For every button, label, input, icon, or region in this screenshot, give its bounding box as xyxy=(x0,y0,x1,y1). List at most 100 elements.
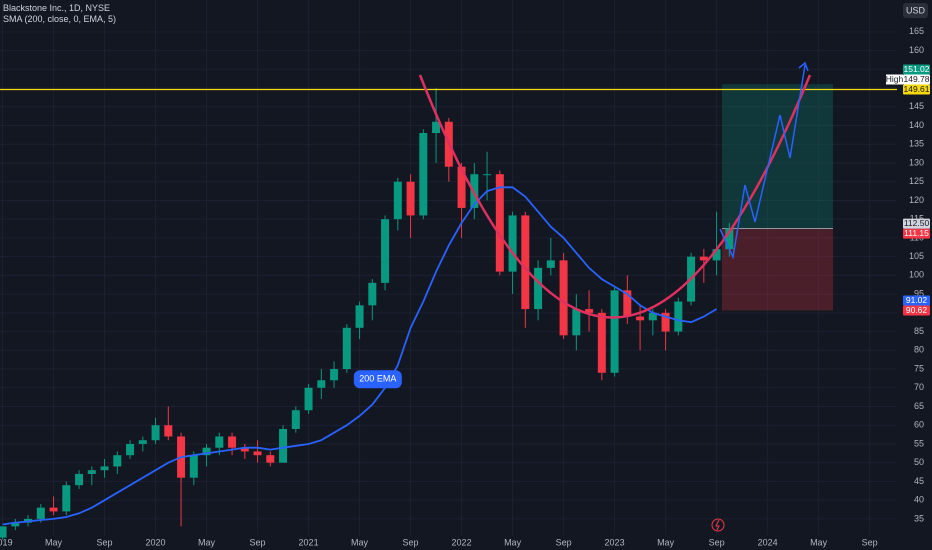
y-tick-label: 85 xyxy=(914,326,924,336)
candle-body xyxy=(534,267,543,310)
x-tick-label: May xyxy=(198,537,216,547)
price-tag xyxy=(903,305,930,316)
candle-body xyxy=(674,301,683,332)
x-tick-label: May xyxy=(45,537,63,547)
candle-body xyxy=(559,260,568,336)
candle-body xyxy=(215,436,224,448)
ema-line xyxy=(2,186,718,526)
y-tick-label: 35 xyxy=(914,513,924,523)
x-tick-label: 2021 xyxy=(299,537,319,547)
x-tick-label: Sep xyxy=(97,537,113,547)
candle-body xyxy=(381,219,390,283)
candle-body xyxy=(189,455,198,478)
candle-body xyxy=(712,249,721,261)
candle-body xyxy=(368,282,377,306)
candle-body xyxy=(457,166,466,208)
y-tick-label: 120 xyxy=(909,195,924,205)
candle-body xyxy=(279,428,288,463)
candle-body xyxy=(253,451,262,456)
candle-body xyxy=(355,305,364,328)
y-tick-label: 145 xyxy=(909,101,924,111)
candle-body xyxy=(62,485,71,512)
y-tick-label: 125 xyxy=(909,176,924,186)
series-label: 200 EMA xyxy=(359,374,396,384)
x-tick-label: 2023 xyxy=(605,537,625,547)
events-icon-bolt xyxy=(715,519,720,531)
candle-body xyxy=(75,473,84,486)
y-tick-label: 75 xyxy=(914,363,924,373)
x-tick-label: Sep xyxy=(709,537,725,547)
price-tag xyxy=(903,64,930,75)
candle-body xyxy=(483,174,492,176)
candle-body xyxy=(126,443,135,456)
candle-body xyxy=(432,121,441,134)
loss-zone xyxy=(722,228,833,311)
x-tick-label: May xyxy=(657,537,675,547)
candle-body xyxy=(36,507,45,519)
price-tag-label: 90.62 xyxy=(906,305,928,315)
candle-body xyxy=(291,410,300,429)
candle-body xyxy=(393,181,402,220)
candle-body xyxy=(304,387,313,411)
price-tag-label: 112.50 xyxy=(904,218,930,228)
price-tag-label: 151.02 xyxy=(904,64,930,74)
candle-body xyxy=(585,309,594,313)
x-tick-label: Sep xyxy=(250,537,266,547)
indicator-label: SMA (200, close, 0, EMA, 5) xyxy=(3,14,116,24)
candle-body xyxy=(342,327,351,370)
candle-body xyxy=(49,507,58,512)
price-tag-label: 149.61 xyxy=(904,84,930,94)
candle-body xyxy=(725,228,734,250)
candle-body xyxy=(317,380,326,388)
position-zones xyxy=(722,84,833,311)
candle-body xyxy=(572,309,581,336)
candle-body xyxy=(648,312,657,321)
candle-body xyxy=(100,466,109,471)
y-tick-label: 105 xyxy=(909,251,924,261)
x-tick-label: 2020 xyxy=(146,537,166,547)
x-tick-label: Sep xyxy=(403,537,419,547)
projection-arrowhead xyxy=(798,61,809,72)
candle-body xyxy=(138,440,147,444)
y-tick-label: 160 xyxy=(909,45,924,55)
candle-body xyxy=(228,436,237,448)
price-tag xyxy=(903,228,930,239)
candles xyxy=(0,88,734,540)
candle-body xyxy=(636,316,645,321)
price-tag-label: 111.15 xyxy=(904,228,929,238)
y-tick-label: 60 xyxy=(914,420,924,430)
candle-body xyxy=(87,470,96,474)
events-icon[interactable] xyxy=(711,518,725,532)
candle-body xyxy=(202,447,211,456)
candle-body xyxy=(699,256,708,261)
currency-label[interactable]: USD xyxy=(906,5,926,15)
price-tag-name-bg xyxy=(886,74,903,85)
y-tick-label: 50 xyxy=(914,457,924,467)
series-label-bg xyxy=(353,370,402,389)
candle-body xyxy=(597,312,606,373)
x-tick-label: Sep xyxy=(556,537,572,547)
candle-body xyxy=(406,181,415,216)
candle-body xyxy=(419,133,428,216)
candle-body xyxy=(610,290,619,373)
candle-body xyxy=(495,174,504,272)
price-tag-label: 149.78 xyxy=(904,74,930,84)
price-tag-name: High xyxy=(886,74,904,84)
candle-body xyxy=(330,369,339,381)
y-tick-label: 115 xyxy=(910,214,924,224)
price-tag xyxy=(903,84,930,95)
price-tag xyxy=(903,74,930,85)
candle-body xyxy=(266,455,275,463)
y-tick-label: 70 xyxy=(914,382,924,392)
candle-body xyxy=(113,455,122,467)
candle-body xyxy=(11,522,20,527)
chart-title: Blackstone Inc., 1D, NYSE xyxy=(3,3,110,13)
y-tick-label: 55 xyxy=(914,438,924,448)
price-tag xyxy=(903,218,930,229)
currency-button[interactable] xyxy=(903,3,928,18)
y-tick-label: 80 xyxy=(914,345,924,355)
x-tick-label: May xyxy=(810,537,828,547)
grid xyxy=(0,0,897,535)
cup-curve xyxy=(418,74,812,319)
